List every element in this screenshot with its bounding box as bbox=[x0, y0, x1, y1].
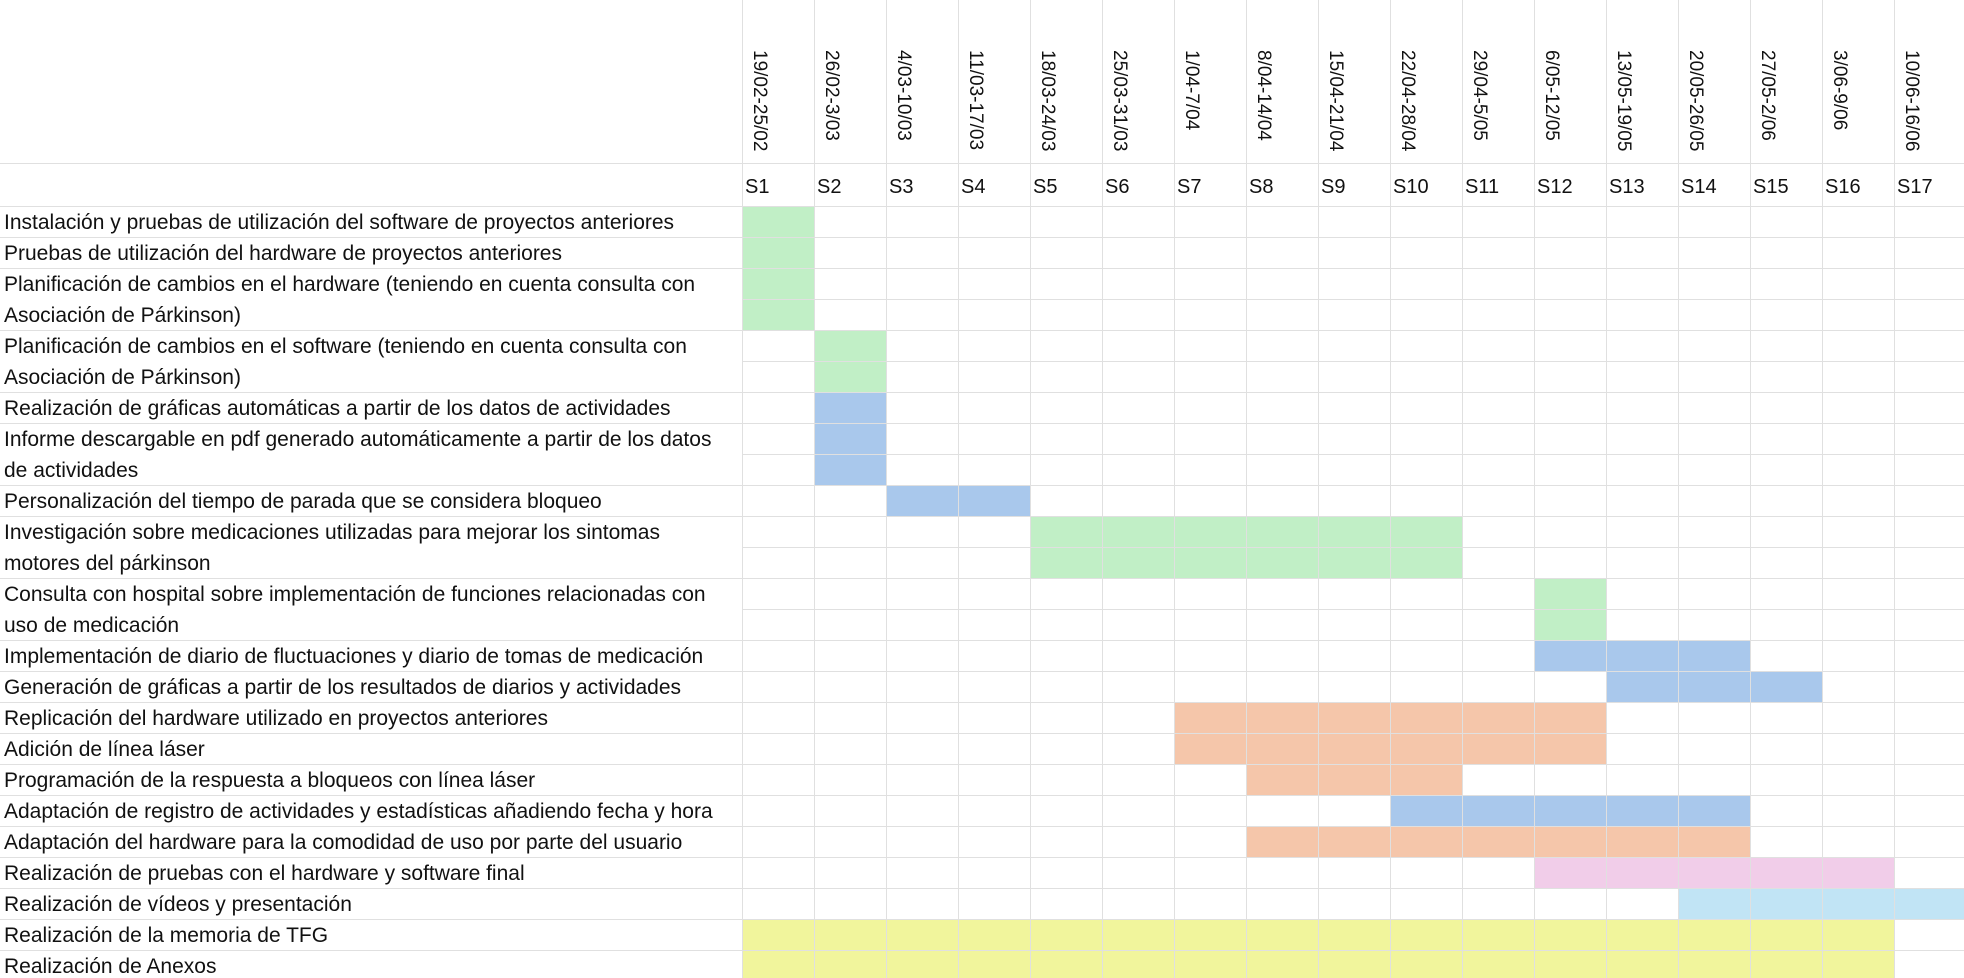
task-label: Asociación de Párkinson) bbox=[4, 304, 241, 327]
date-range-label: 8/04-14/04 bbox=[1253, 50, 1274, 141]
task-label: motores del párkinson bbox=[4, 552, 211, 575]
task-label: Investigación sobre medicaciones utiliza… bbox=[4, 521, 660, 544]
task-bar bbox=[1246, 764, 1462, 795]
date-range-label: 18/03-24/03 bbox=[1037, 50, 1058, 151]
date-range-label: 4/03-10/03 bbox=[893, 50, 914, 141]
date-range-label: 3/06-9/06 bbox=[1829, 50, 1850, 130]
task-label: Personalización del tiempo de parada que… bbox=[4, 490, 602, 513]
header: S1 S2 S3 S4 S5 S6 S7 S8 S9 S10 S11 S12 S13 S14 S15 S16 S… bbox=[745, 50, 1933, 198]
task-label: Generación de gráficas a partir de los r… bbox=[4, 676, 681, 699]
task-label: de actividades bbox=[4, 459, 138, 482]
week-label: S5 bbox=[1033, 176, 1057, 198]
task-label: Realización de gráficas automáticas a pa… bbox=[4, 397, 671, 420]
task-label: Programación de la respuesta a bloqueos … bbox=[4, 769, 535, 792]
task-bar bbox=[1390, 795, 1750, 826]
date-range-label: 6/05-12/05 bbox=[1541, 50, 1562, 141]
task-label: Replicación del hardware utilizado en pr… bbox=[4, 707, 548, 730]
week-label: S10 bbox=[1393, 176, 1429, 198]
week-label: S11 bbox=[1465, 176, 1499, 198]
task-bar bbox=[742, 206, 814, 237]
task-label: Realización de Anexos bbox=[4, 955, 216, 978]
date-range-label: 22/04-28/04 bbox=[1397, 50, 1418, 152]
week-label: S13 bbox=[1609, 176, 1645, 198]
week-label: S9 bbox=[1321, 176, 1345, 198]
date-range-label: 29/04-5/05 bbox=[1469, 50, 1490, 141]
task-bar bbox=[1606, 671, 1822, 702]
week-label: S1 bbox=[745, 176, 769, 198]
task-labels: Instalación y pruebas de utilización del… bbox=[4, 211, 713, 978]
task-label: Planificación de cambios en el software … bbox=[4, 335, 687, 358]
date-range-label: 25/03-31/03 bbox=[1109, 50, 1130, 151]
date-range-label: 27/05-2/06 bbox=[1757, 50, 1778, 141]
week-label: S7 bbox=[1177, 176, 1201, 198]
task-bar bbox=[1246, 826, 1750, 857]
task-label: Realización de vídeos y presentación bbox=[4, 893, 352, 916]
week-label: S12 bbox=[1537, 176, 1573, 198]
week-label: S3 bbox=[889, 176, 913, 198]
task-label: Adaptación de registro de actividades y … bbox=[4, 800, 713, 823]
task-label: Adición de línea láser bbox=[4, 738, 205, 761]
date-range-label: 26/02-3/03 bbox=[821, 50, 842, 141]
task-label: Realización de pruebas con el hardware y… bbox=[4, 862, 525, 885]
week-label: S15 bbox=[1753, 176, 1789, 198]
week-label: S4 bbox=[961, 176, 985, 198]
date-range-label: 11/03-17/03 bbox=[965, 50, 986, 150]
date-range-label: 1/04-7/04 bbox=[1181, 50, 1202, 131]
task-label: Adaptación del hardware para la comodida… bbox=[4, 831, 682, 854]
date-range-label: 13/05-19/05 bbox=[1613, 50, 1634, 151]
week-label: S16 bbox=[1825, 176, 1861, 198]
task-bar bbox=[1678, 888, 1964, 919]
task-label: Asociación de Párkinson) bbox=[4, 366, 241, 389]
task-label: Realización de la memoria de TFG bbox=[4, 924, 328, 947]
week-label: S8 bbox=[1249, 176, 1273, 198]
task-label: Implementación de diario de fluctuacione… bbox=[4, 645, 703, 668]
date-range-label: 15/04-21/04 bbox=[1325, 50, 1346, 152]
week-label: S6 bbox=[1105, 176, 1129, 198]
task-label: Informe descargable en pdf generado auto… bbox=[4, 428, 711, 451]
date-range-label: 10/06-16/06 bbox=[1901, 50, 1922, 151]
date-range-label: 19/02-25/02 bbox=[749, 50, 770, 151]
task-label: Consulta con hospital sobre implementaci… bbox=[4, 583, 706, 606]
date-range-label: 20/05-26/05 bbox=[1685, 50, 1706, 151]
week-label: S2 bbox=[817, 176, 841, 198]
task-label: Planificación de cambios en el hardware … bbox=[4, 273, 695, 296]
task-bar bbox=[814, 392, 886, 423]
task-label: Pruebas de utilización del hardware de p… bbox=[4, 242, 562, 265]
task-label: uso de medicación bbox=[4, 614, 179, 637]
task-bar bbox=[1534, 857, 1894, 888]
task-bar bbox=[742, 237, 814, 268]
week-label: S14 bbox=[1681, 176, 1717, 198]
task-label: Instalación y pruebas de utilización del… bbox=[4, 211, 674, 234]
week-label: S17 bbox=[1897, 176, 1933, 198]
task-bar bbox=[1534, 640, 1750, 671]
